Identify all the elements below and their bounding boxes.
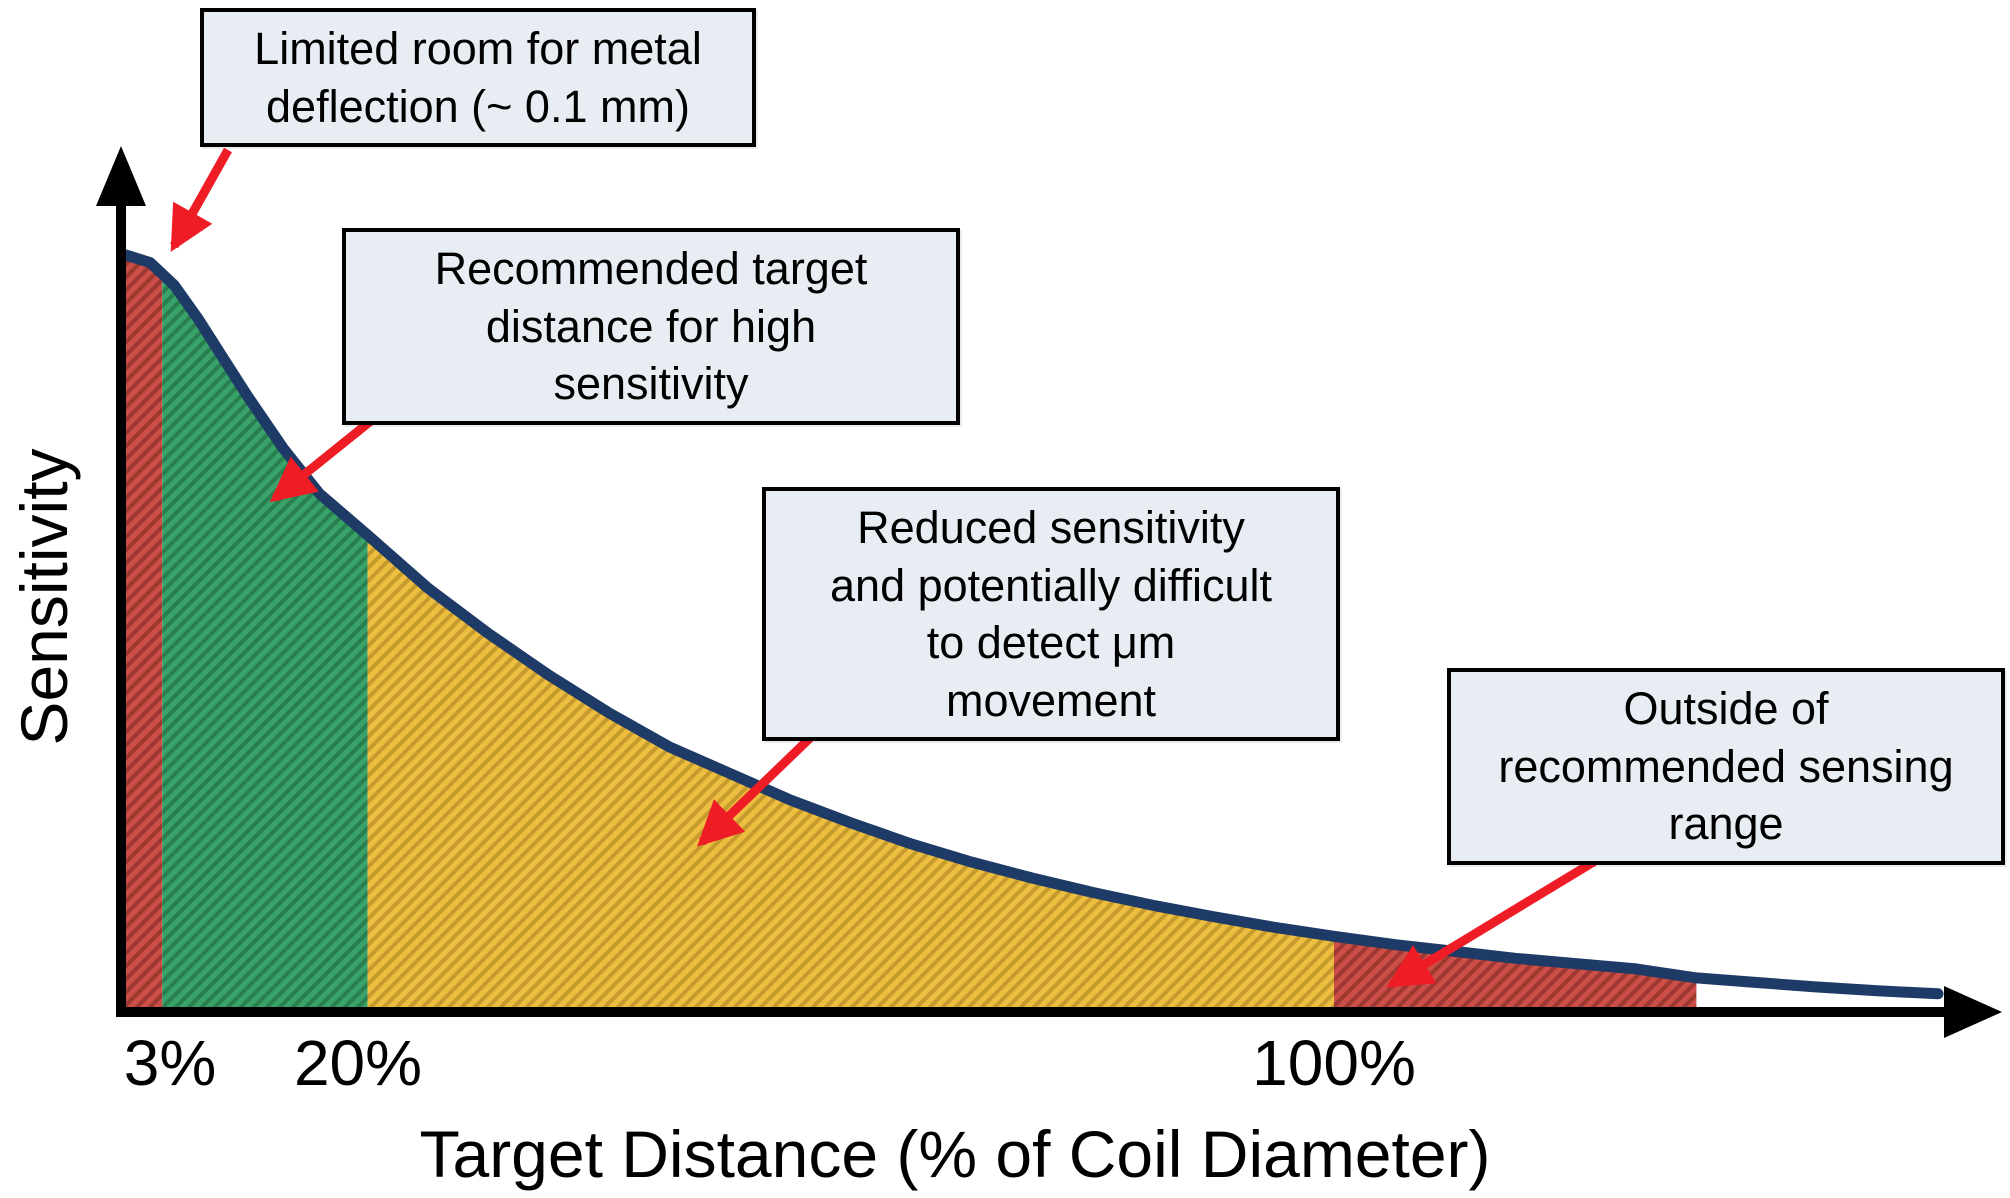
arrow-limited-deflection-icon <box>170 147 232 252</box>
arrow-reduced-sensitivity-icon <box>697 734 814 847</box>
x-tick-100pct: 100% <box>1252 1027 1416 1099</box>
callout-reduced-sensitivity: Reduced sensitivity and potentially diff… <box>762 487 1340 742</box>
x-tick-3pct: 3% <box>123 1027 217 1099</box>
x-axis-title: Target Distance (% of Coil Diameter) <box>419 1117 1491 1191</box>
x-axis-arrowhead-icon <box>1944 986 2002 1038</box>
region-recommended-distance <box>162 273 368 1012</box>
callout-outside-range: Outside of recommended sensing range <box>1447 668 2005 865</box>
region-limited-deflection <box>126 255 163 1012</box>
callout-limited-deflection: Limited room for metal deflection (~ 0.1… <box>200 8 756 148</box>
arrow-recommended-distance-icon <box>269 416 375 503</box>
y-axis-title: Sensitivity <box>7 448 81 746</box>
callout-recommended-distance: Recommended target distance for high sen… <box>342 228 960 425</box>
arrow-outside-range-icon <box>1386 854 1603 988</box>
x-tick-20pct: 20% <box>293 1027 423 1099</box>
y-axis-arrowhead-icon <box>96 146 146 206</box>
sensitivity-curve <box>120 249 1944 1000</box>
